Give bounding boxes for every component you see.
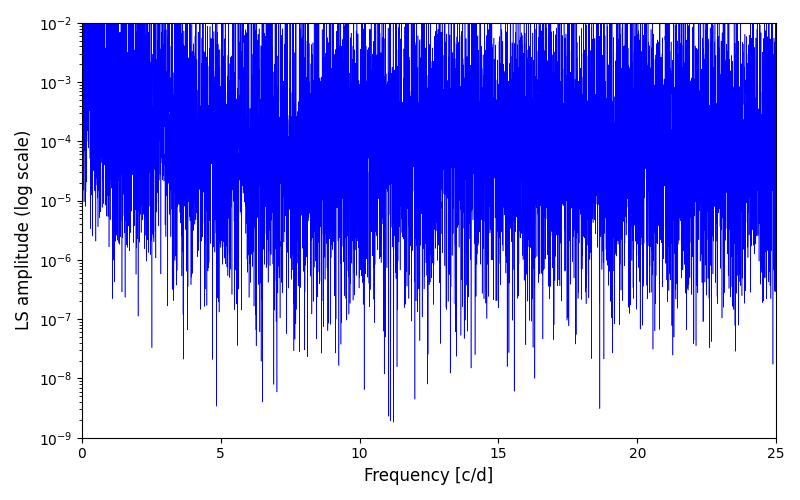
Y-axis label: LS amplitude (log scale): LS amplitude (log scale) (15, 130, 33, 330)
X-axis label: Frequency [c/d]: Frequency [c/d] (364, 467, 494, 485)
